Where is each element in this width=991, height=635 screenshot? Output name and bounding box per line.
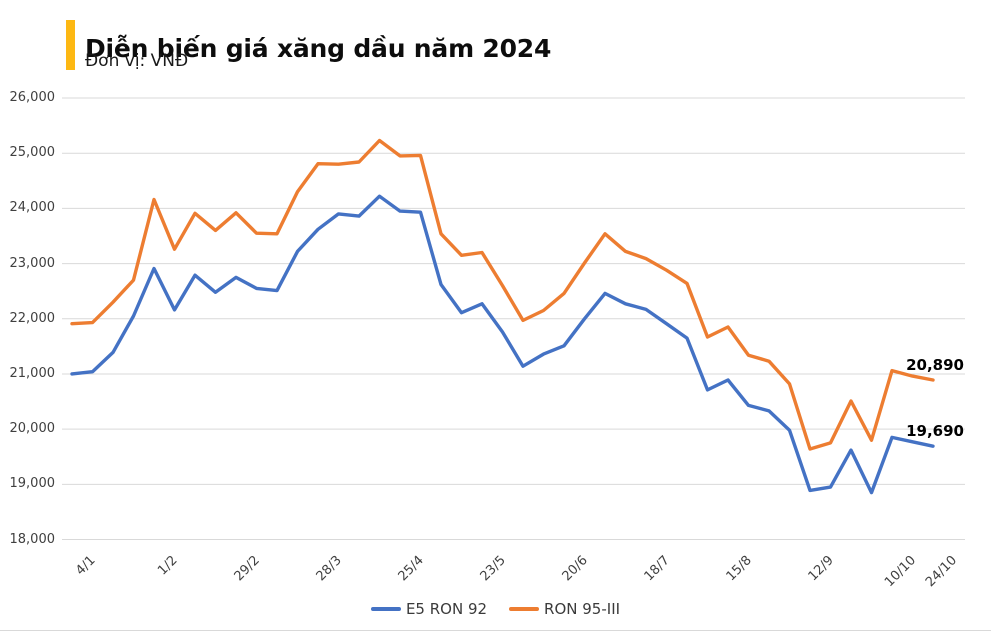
y-axis-tick-label: 21,000 [9,365,56,381]
series-line-ron-95-iii [70,138,935,451]
y-axis-tick-label: 19,000 [9,476,56,492]
legend-item-e5-ron-92: E5 RON 92 [370,600,488,618]
y-axis-tick-label: 25,000 [9,145,56,161]
y-axis-tick-label: 20,000 [9,421,56,437]
end-value-label-ron-95-iii: 20,890 [906,356,964,374]
chart-legend: E5 RON 92 RON 95-III [0,600,991,618]
legend-line-swatch [509,607,540,611]
legend-label: E5 RON 92 [405,600,488,618]
chart-title: Diễn biến giá xăng dầu năm 2024 [85,33,552,63]
y-axis-tick-label: 23,000 [9,255,56,271]
title-accent-bar [66,20,75,70]
y-axis-tick-label: 22,000 [9,310,56,326]
bottom-divider [0,630,991,631]
legend-label: RON 95-III [544,600,621,618]
legend-item-ron-95-iii: RON 95-III [509,600,620,618]
chart-unit-subtitle: Đơn vị: VNĐ [85,51,189,71]
y-axis-tick-label: 24,000 [9,200,56,216]
end-value-label-e5-ron-92: 19,690 [906,422,964,441]
series-line-e5-ron-92 [70,194,935,495]
legend-line-swatch [370,607,401,611]
y-axis-tick-label: 26,000 [9,90,56,105]
y-axis-tick-label: 18,000 [9,531,56,547]
